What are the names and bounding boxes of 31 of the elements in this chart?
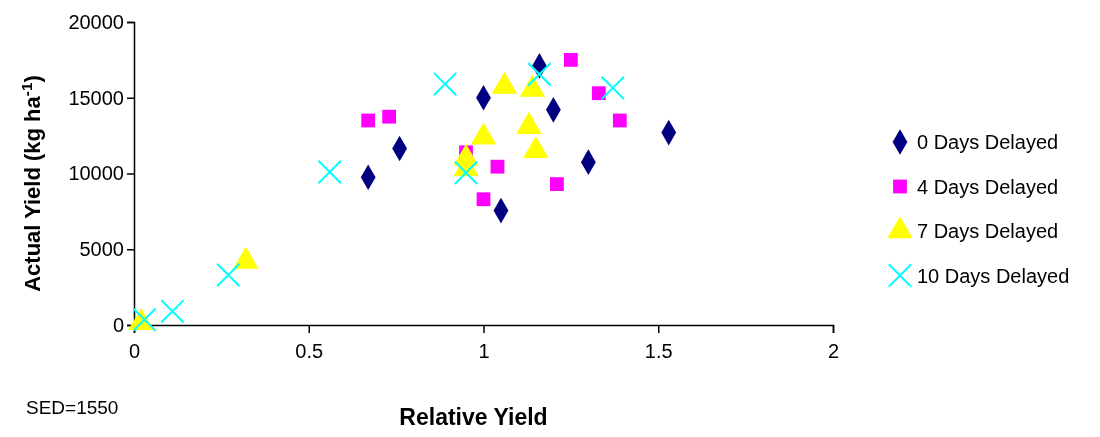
legend-label: 7 Days Delayed [917, 220, 1059, 242]
x-tick-label: 1.5 [644, 340, 673, 362]
x-tick-label: 0.5 [295, 340, 324, 362]
y-tick-label: 0 [112, 313, 124, 336]
point [382, 109, 397, 124]
point [612, 113, 627, 128]
point [490, 159, 505, 174]
legend-label: 10 Days Delayed [917, 264, 1070, 287]
y-tick-label: 15000 [68, 86, 124, 109]
point [550, 177, 564, 191]
x-tick-label: 0 [128, 340, 141, 362]
point [476, 192, 491, 207]
x-axis-title: Relative Yield [399, 404, 548, 430]
y-tick-label: 10000 [68, 162, 124, 185]
point [563, 52, 578, 67]
y-tick-label: 5000 [79, 238, 124, 261]
y-tick-label: 20000 [68, 10, 124, 33]
point [361, 113, 376, 128]
x-tick-label: 2 [827, 340, 840, 362]
legend-label: 0 Days Delayed [917, 131, 1059, 153]
legend-label: 4 Days Delayed [917, 175, 1059, 198]
point [432, 71, 458, 97]
point [527, 62, 552, 87]
point [591, 86, 606, 101]
point [160, 299, 185, 324]
point [453, 160, 479, 185]
point [216, 262, 241, 288]
point [317, 159, 342, 185]
text: SED=1550 [26, 397, 119, 418]
point [600, 75, 626, 101]
x-tick-label: 1 [478, 340, 490, 362]
